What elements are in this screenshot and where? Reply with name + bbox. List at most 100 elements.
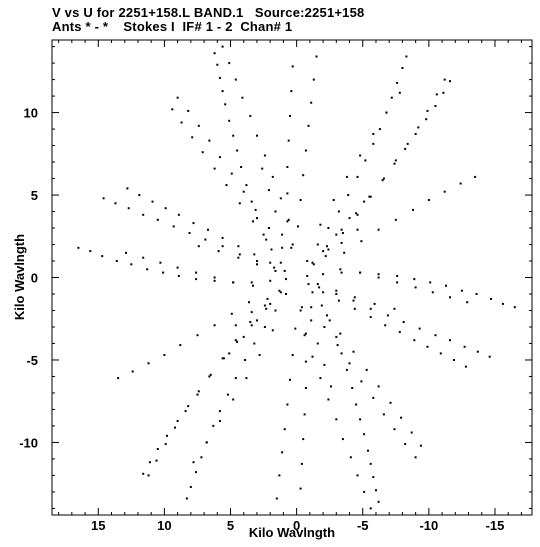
uv-point bbox=[232, 134, 235, 137]
y-tick-label: 10 bbox=[24, 106, 38, 121]
uv-point bbox=[442, 91, 445, 94]
uv-point bbox=[237, 256, 240, 259]
y-tick-label: -5 bbox=[26, 353, 38, 368]
chart-title-line-2: Ants * - * Stokes I IF# 1 - 2 Chan# 1 bbox=[52, 19, 293, 34]
uv-point bbox=[197, 390, 200, 393]
uv-point bbox=[179, 344, 182, 347]
uv-point bbox=[209, 373, 212, 376]
x-tick-label: -15 bbox=[486, 518, 505, 533]
uv-point bbox=[419, 444, 422, 447]
uv-point bbox=[270, 248, 273, 251]
uv-point bbox=[138, 194, 141, 196]
uv-point bbox=[195, 471, 198, 474]
uv-point bbox=[234, 377, 237, 380]
uv-point bbox=[155, 459, 158, 462]
uv-point bbox=[299, 309, 302, 312]
uv-point bbox=[127, 207, 130, 210]
uv-point bbox=[185, 497, 188, 500]
uv-point bbox=[340, 352, 343, 355]
uv-point bbox=[324, 255, 327, 258]
uv-point bbox=[352, 299, 355, 302]
uv-point bbox=[265, 307, 268, 310]
uv-point bbox=[453, 359, 455, 361]
uv-point bbox=[372, 476, 375, 479]
uv-point bbox=[265, 238, 268, 241]
uv-point bbox=[279, 197, 282, 200]
uv-point bbox=[339, 332, 342, 335]
uv-point bbox=[253, 342, 256, 345]
uv-point bbox=[405, 55, 408, 58]
uv-point bbox=[278, 289, 281, 292]
uv-point bbox=[377, 273, 380, 276]
uv-point bbox=[297, 225, 299, 228]
uv-point bbox=[271, 329, 274, 332]
uv-point bbox=[341, 438, 344, 441]
uv-point bbox=[337, 210, 340, 213]
uv-point bbox=[291, 243, 294, 246]
uv-point bbox=[340, 241, 343, 244]
uv-point bbox=[234, 78, 237, 81]
uv-point bbox=[195, 278, 198, 281]
uv-point bbox=[381, 179, 384, 182]
uv-point bbox=[394, 159, 397, 162]
uv-point bbox=[174, 426, 176, 429]
uv-point bbox=[224, 103, 227, 106]
uv-point bbox=[159, 261, 162, 264]
uv-point bbox=[312, 78, 315, 81]
uv-point bbox=[238, 253, 241, 256]
uv-point bbox=[330, 385, 332, 388]
uv-point bbox=[221, 90, 224, 93]
uv-point bbox=[237, 245, 240, 248]
uv-point bbox=[299, 199, 302, 201]
uv-point bbox=[130, 263, 133, 266]
uv-point bbox=[311, 261, 314, 264]
uv-point bbox=[327, 227, 330, 229]
uv-point bbox=[245, 184, 248, 187]
uv-point bbox=[191, 136, 194, 139]
uv-point bbox=[367, 449, 369, 452]
uv-point bbox=[429, 281, 432, 284]
uv-point bbox=[356, 213, 359, 216]
uv-point bbox=[449, 339, 451, 342]
uv-point bbox=[250, 200, 253, 203]
uv-point bbox=[417, 126, 420, 129]
uv-point bbox=[269, 261, 272, 264]
uv-point bbox=[256, 260, 258, 262]
uv-point bbox=[283, 269, 286, 272]
uv-point bbox=[304, 149, 307, 152]
uv-point bbox=[386, 314, 389, 317]
uv-point bbox=[466, 301, 469, 304]
uv-point bbox=[335, 233, 338, 236]
uv-point bbox=[256, 319, 258, 322]
uv-point bbox=[310, 319, 313, 322]
uv-point bbox=[267, 189, 270, 192]
uv-point bbox=[359, 154, 362, 157]
uv-point bbox=[364, 159, 367, 162]
uv-point bbox=[312, 263, 315, 266]
uv-point bbox=[274, 269, 277, 272]
uv-point bbox=[414, 456, 417, 459]
uv-point bbox=[318, 286, 321, 289]
uv-point bbox=[304, 360, 307, 363]
uv-point bbox=[475, 293, 478, 295]
uv-point bbox=[222, 357, 225, 360]
uv-point bbox=[189, 486, 192, 488]
uv-point bbox=[263, 304, 266, 307]
uv-point bbox=[258, 354, 261, 356]
uv-point bbox=[230, 312, 233, 315]
uv-point bbox=[439, 352, 442, 355]
uv-point bbox=[230, 172, 233, 175]
uv-point bbox=[241, 96, 244, 99]
uv-point bbox=[449, 296, 451, 299]
uv-point bbox=[336, 344, 339, 347]
uv-point bbox=[226, 393, 229, 396]
uv-point bbox=[273, 266, 276, 269]
uv-point bbox=[142, 256, 145, 259]
uv-point bbox=[307, 124, 310, 127]
uv-point bbox=[460, 289, 463, 292]
uv-point bbox=[225, 184, 228, 187]
uv-point bbox=[413, 339, 416, 342]
uv-point bbox=[171, 108, 174, 111]
uv-point bbox=[369, 307, 372, 310]
x-axis-label: Kilo Wavlngth bbox=[249, 525, 335, 540]
